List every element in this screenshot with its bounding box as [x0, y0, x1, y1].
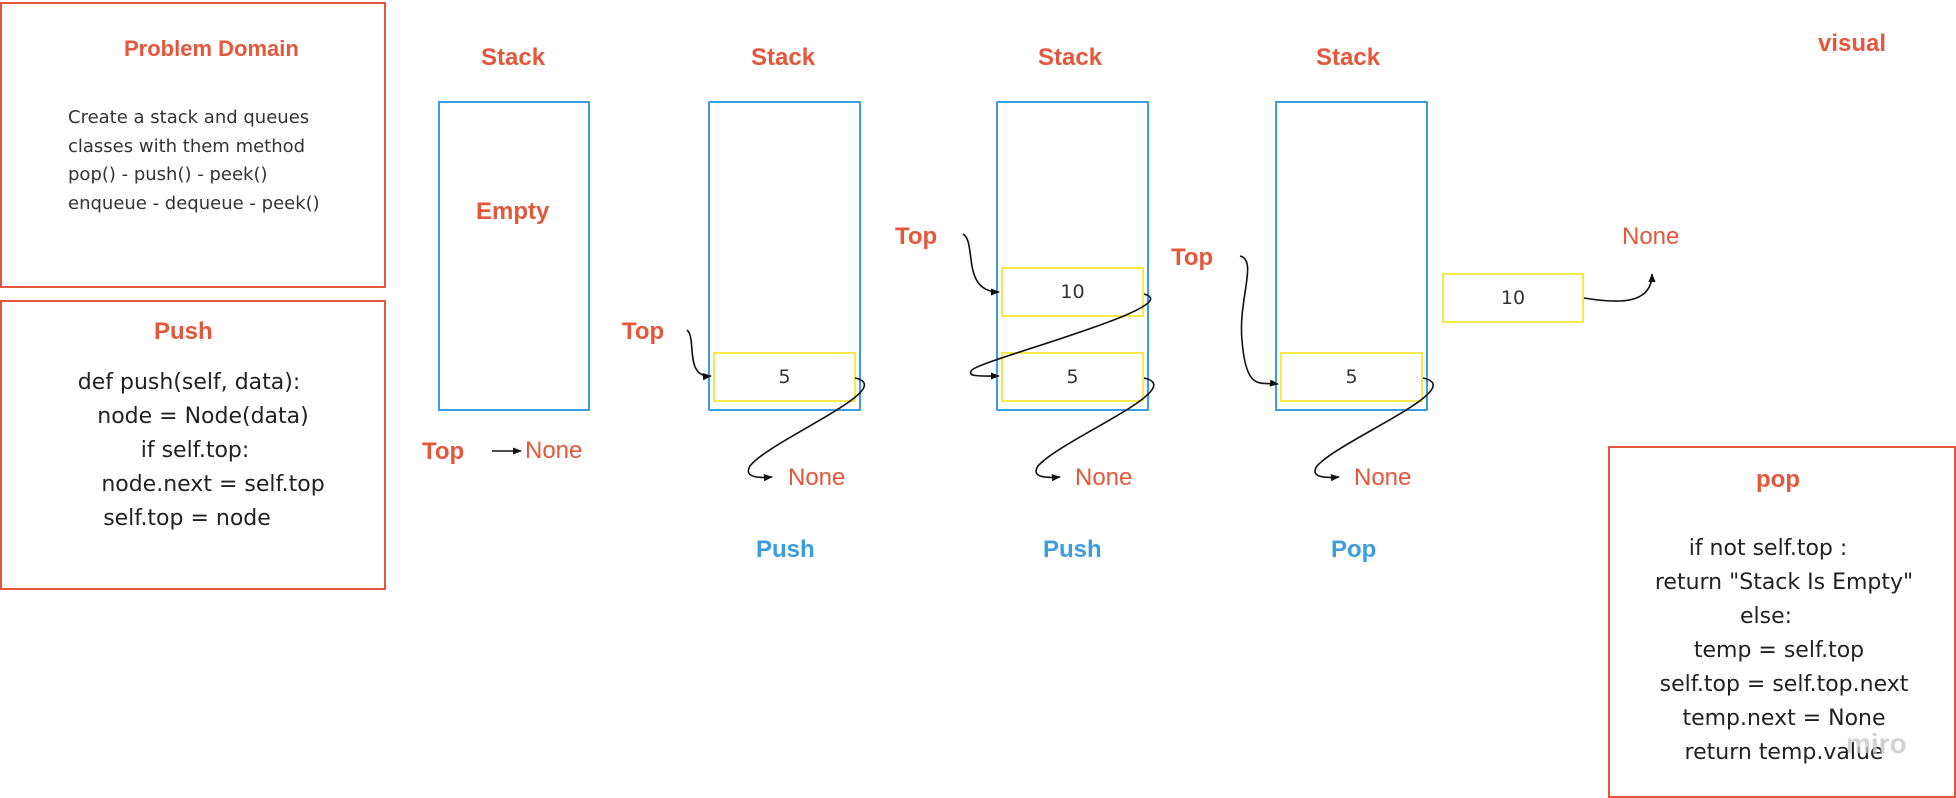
stack-title: Stack [481, 44, 546, 71]
pop-code-line: else: [1739, 604, 1793, 629]
top-pointer-arrow [962, 233, 1000, 296]
push-code-line: def push(self, data): [77, 370, 301, 395]
none-label: None [525, 437, 583, 464]
none-label: None [1075, 464, 1133, 491]
pop-panel-title: pop [1756, 466, 1800, 493]
stack-node: 5 [1280, 352, 1423, 402]
popped-node: 10 [1442, 273, 1584, 323]
push-code-line: self.top = node [103, 506, 271, 531]
stack-title: Stack [751, 44, 816, 71]
pop-code-line: if not self.top : [1688, 536, 1848, 561]
top-pointer-arrow [1239, 255, 1279, 387]
pop-code-line: temp.next = None [1682, 706, 1886, 731]
operation-label: Pop [1331, 536, 1377, 563]
stack-node: 5 [1001, 352, 1144, 402]
top-label: Top [895, 223, 938, 250]
popped-next-arrow [1583, 273, 1656, 302]
pop-code-line: return temp.value [1684, 740, 1884, 765]
pop-code-line: return "Stack Is Empty" [1654, 570, 1914, 595]
empty-label: Empty [476, 198, 550, 225]
problem-domain-text: Create a stack and queues classes with t… [68, 104, 320, 218]
stack-node: 5 [713, 352, 856, 402]
operation-label: Push [1043, 536, 1102, 563]
problem-domain-line: enqueue - dequeue - peek() [68, 192, 320, 214]
top-label: Top [422, 438, 465, 465]
pop-code-line: temp = self.top [1693, 638, 1865, 663]
none-label: None [1622, 223, 1680, 250]
visual-label: visual [1818, 30, 1887, 57]
stack-title: Stack [1038, 44, 1103, 71]
push-code-line: node.next = self.top [101, 472, 325, 497]
pop-code: if not self.top : return "Stack Is Empty… [1610, 532, 1956, 770]
push-panel-title: Push [154, 318, 213, 345]
miro-watermark: miro [1846, 728, 1907, 759]
top-label: Top [622, 318, 665, 345]
none-label: None [788, 464, 846, 491]
pop-code-line: self.top = self.top.next [1659, 672, 1909, 697]
problem-domain-line: pop() - push() - peek() [68, 164, 268, 185]
pop-code-panel: pop if not self.top : return "Stack Is E… [1608, 446, 1956, 798]
problem-domain-line: Create a stack and queues [68, 107, 310, 128]
none-label: None [1354, 464, 1412, 491]
push-code: def push(self, data): node = Node(data) … [2, 366, 388, 536]
push-code-panel: Push def push(self, data): node = Node(d… [0, 300, 386, 590]
push-code-line: node = Node(data) [97, 404, 309, 429]
stack-title: Stack [1316, 44, 1381, 71]
problem-domain-panel: Problem Domain Create a stack and queues… [0, 2, 386, 288]
stack-container [438, 101, 590, 411]
problem-domain-line: classes with them method [68, 135, 306, 157]
top-label: Top [1171, 244, 1214, 271]
stack-node: 10 [1001, 267, 1144, 317]
problem-domain-title: Problem Domain [124, 36, 299, 61]
operation-label: Push [756, 536, 815, 563]
push-code-line: if self.top: [140, 438, 250, 463]
